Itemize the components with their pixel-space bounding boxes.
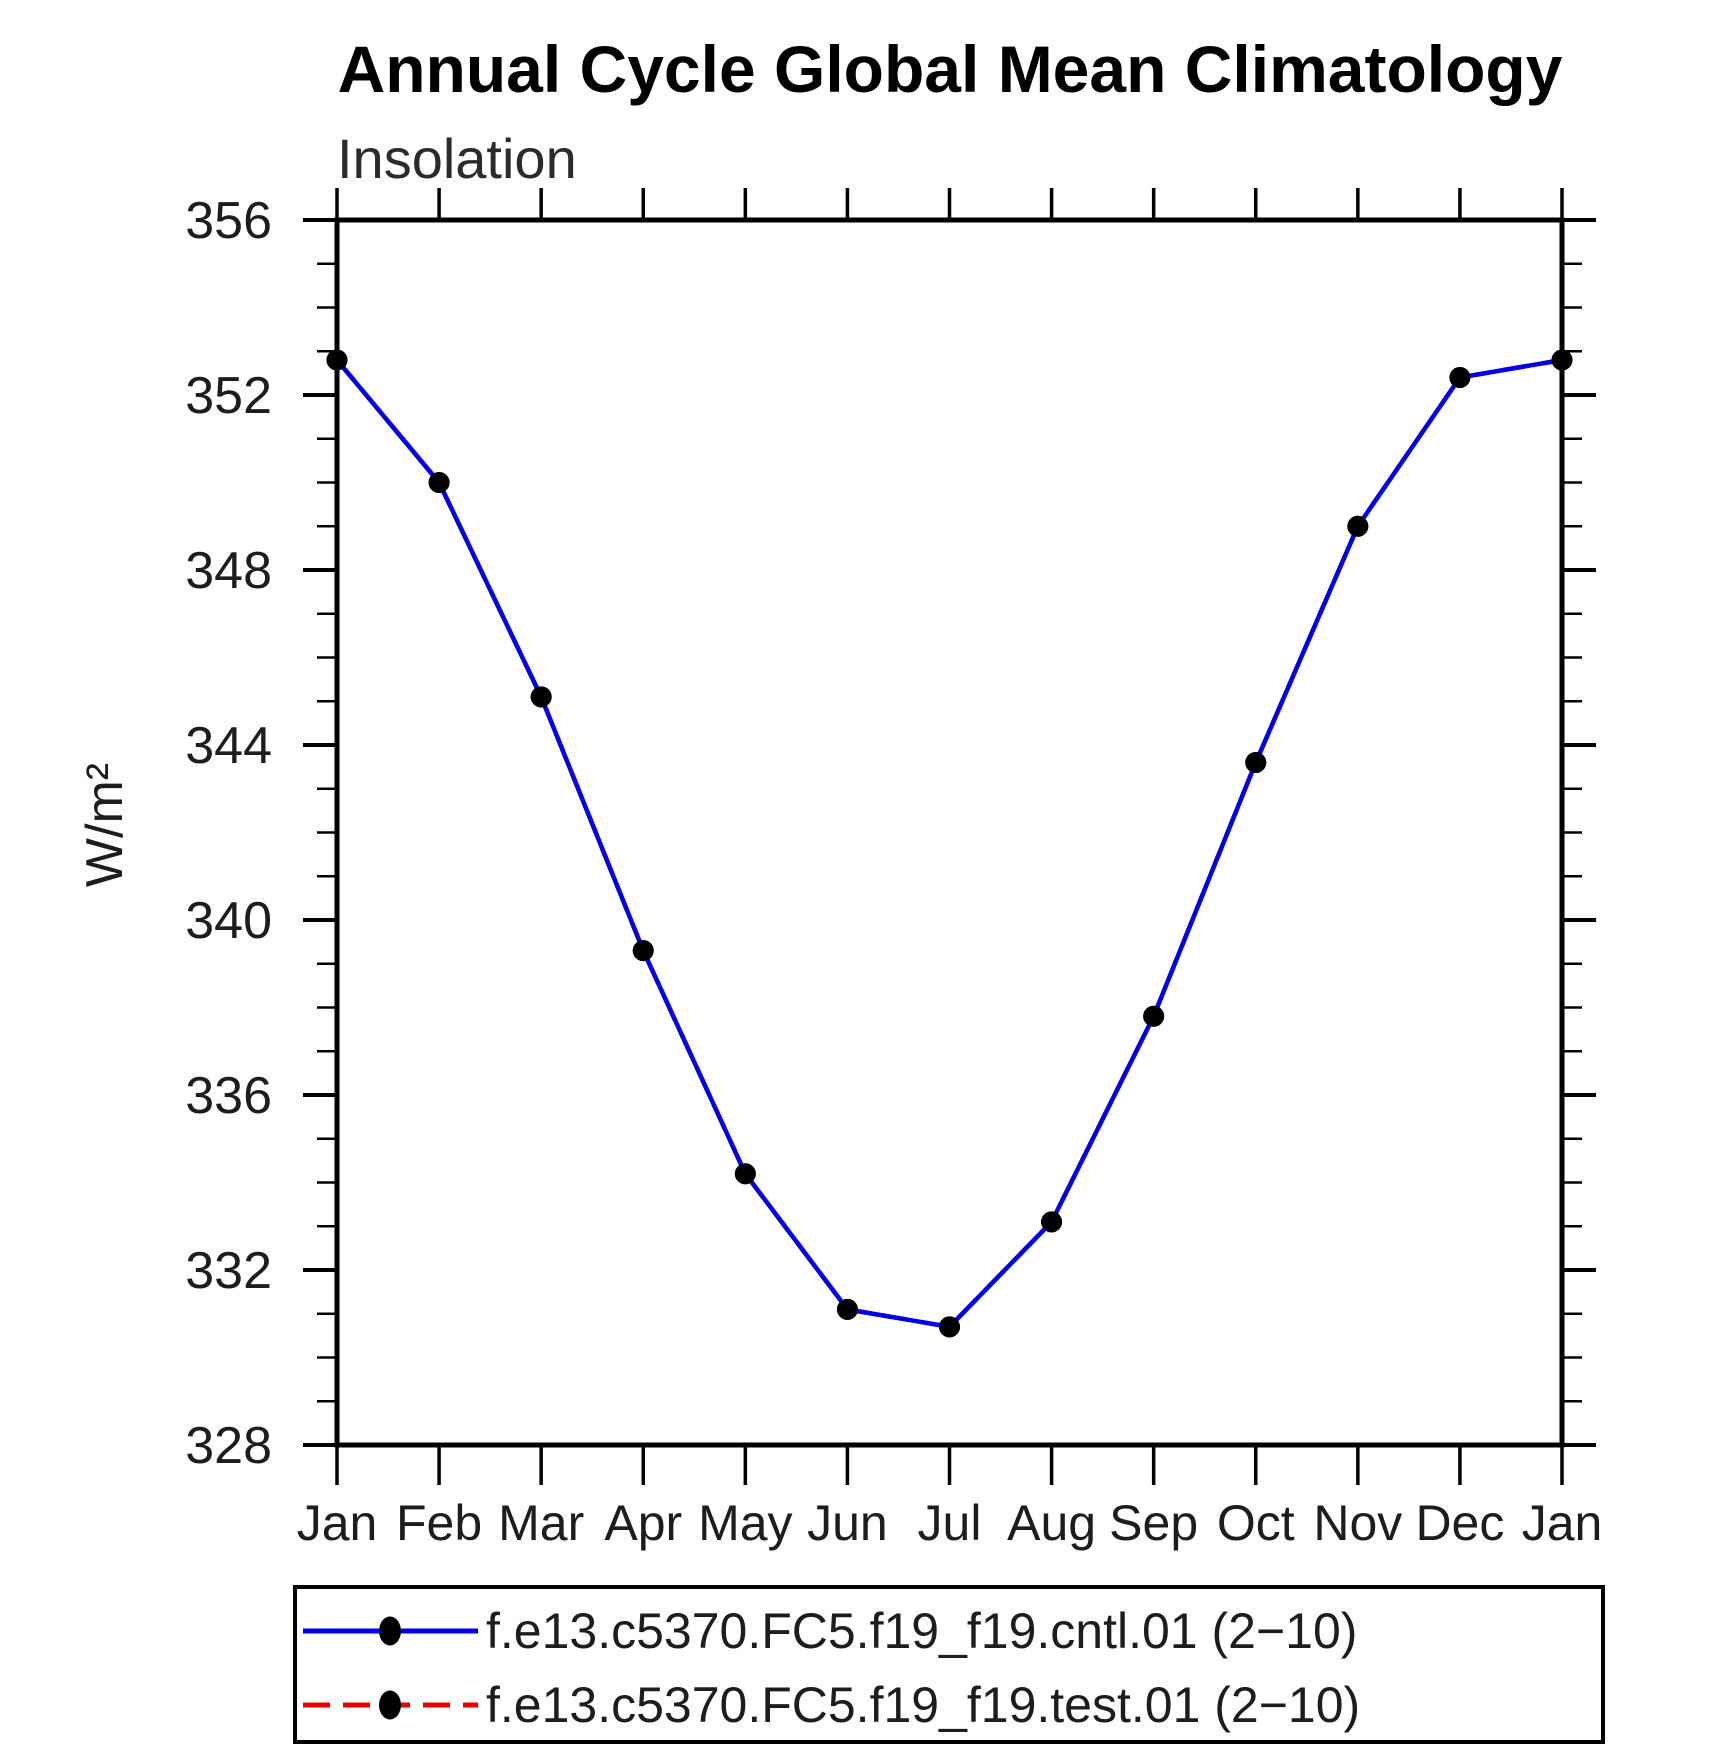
x-tick-label: Mar xyxy=(498,1495,584,1551)
data-point-marker-cntl xyxy=(1245,752,1267,773)
legend: f.e13.c5370.FC5.f19_f19.cntl.01 (2−10) f.… xyxy=(293,1585,1605,1744)
x-tick-label: Nov xyxy=(1313,1495,1402,1551)
data-point-marker-cntl xyxy=(1041,1211,1063,1233)
y-tick-label: 348 xyxy=(185,542,272,600)
x-tick-label: Apr xyxy=(604,1495,682,1551)
series-line-test xyxy=(335,357,1563,1330)
plot-frame xyxy=(334,217,1565,1448)
x-tick-label: Sep xyxy=(1109,1495,1198,1551)
legend-box xyxy=(293,1585,1605,1744)
x-tick-label: Jul xyxy=(918,1495,982,1551)
y-axis-title: W/m² xyxy=(76,763,134,887)
plot-variable-label: Insolation xyxy=(337,127,577,190)
y-tick-label: 356 xyxy=(185,192,272,250)
series-line-cntl xyxy=(335,357,1563,1330)
legend-label: f.e13.c5370.FC5.f19_f19.cntl.01 (2−10) xyxy=(486,1603,1357,1659)
data-point-marker-cntl xyxy=(1143,1005,1165,1027)
legend-marker-dot xyxy=(379,1690,401,1720)
y-tick-label: 352 xyxy=(185,367,272,425)
legend-entry-cntl: f.e13.c5370.FC5.f19_f19.cntl.01 (2−10) xyxy=(303,1603,1357,1659)
data-point-marker-cntl xyxy=(939,1316,960,1338)
data-point-marker-cntl xyxy=(530,686,552,708)
chart-title: Annual Cycle Global Mean Climatology xyxy=(338,32,1563,106)
legend-entry-test: f.e13.c5370.FC5.f19_f19.test.01 (2−10) xyxy=(303,1677,1360,1733)
data-point-marker-cntl xyxy=(632,940,654,962)
data-point-marker-cntl xyxy=(1449,367,1471,388)
x-tick-label: Aug xyxy=(1007,1495,1096,1551)
y-tick-label: 340 xyxy=(185,892,272,950)
y-tick-label: 328 xyxy=(185,1417,272,1475)
x-tick-label: Jun xyxy=(807,1495,888,1551)
x-tick-label: Oct xyxy=(1217,1495,1295,1551)
data-series-layer xyxy=(326,349,1573,1338)
legend-label: f.e13.c5370.FC5.f19_f19.test.01 (2−10) xyxy=(486,1677,1360,1733)
data-point-marker-cntl xyxy=(1551,349,1573,371)
data-point-marker-cntl xyxy=(326,349,348,371)
data-point-marker-cntl xyxy=(1347,515,1369,537)
axes-and-ticks: 328 332 336 340 344 348 352 356 Jan Feb Mar Apr May J… xyxy=(185,188,1602,1551)
y-tick-label: 332 xyxy=(185,1242,272,1300)
x-tick-label: May xyxy=(698,1495,792,1551)
x-tick-label: Jan xyxy=(297,1495,378,1551)
y-tick-label: 344 xyxy=(185,717,272,775)
data-point-marker-cntl xyxy=(734,1163,756,1185)
data-point-marker-cntl xyxy=(428,472,450,493)
legend-marker-dot xyxy=(379,1616,401,1646)
x-tick-label: Feb xyxy=(396,1495,482,1551)
x-tick-label: Jan xyxy=(1522,1495,1603,1551)
y-tick-label: 336 xyxy=(185,1067,272,1125)
x-tick-label: Dec xyxy=(1415,1495,1504,1551)
data-point-marker-cntl xyxy=(836,1298,858,1320)
